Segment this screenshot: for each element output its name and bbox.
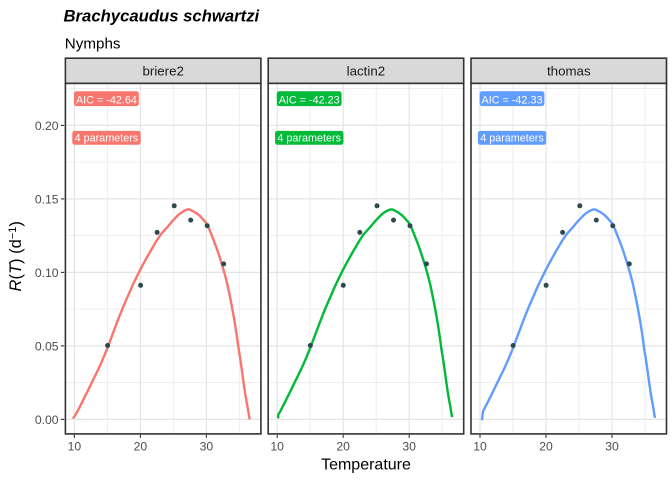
svg-text:thomas: thomas: [547, 64, 591, 79]
svg-text:Brachycaudus schwartzi: Brachycaudus schwartzi: [64, 7, 260, 26]
svg-text:0.15: 0.15: [35, 192, 59, 206]
svg-text:30: 30: [200, 440, 214, 454]
svg-text:4 parameters: 4 parameters: [480, 133, 544, 145]
svg-text:10: 10: [270, 440, 284, 454]
svg-text:30: 30: [605, 440, 619, 454]
svg-text:4 parameters: 4 parameters: [277, 133, 341, 145]
svg-text:10: 10: [473, 440, 487, 454]
svg-text:20: 20: [539, 440, 553, 454]
svg-text:30: 30: [402, 440, 416, 454]
svg-text:0.05: 0.05: [35, 339, 59, 353]
svg-text:20: 20: [336, 440, 350, 454]
svg-text:Nymphs: Nymphs: [65, 36, 121, 53]
svg-text:0.20: 0.20: [35, 119, 59, 133]
svg-text:20: 20: [134, 440, 148, 454]
svg-text:Temperature: Temperature: [321, 457, 411, 474]
svg-text:0.10: 0.10: [35, 266, 59, 280]
svg-text:AIC = -42.23: AIC = -42.23: [279, 95, 340, 107]
svg-text:briere2: briere2: [143, 64, 184, 79]
svg-text:0.00: 0.00: [35, 413, 59, 427]
svg-text:AIC = -42.33: AIC = -42.33: [482, 95, 543, 107]
svg-text:AIC = -42.64: AIC = -42.64: [76, 95, 137, 107]
svg-text:4 parameters: 4 parameters: [75, 133, 139, 145]
svg-text:10: 10: [68, 440, 82, 454]
svg-text:lactin2: lactin2: [347, 64, 385, 79]
